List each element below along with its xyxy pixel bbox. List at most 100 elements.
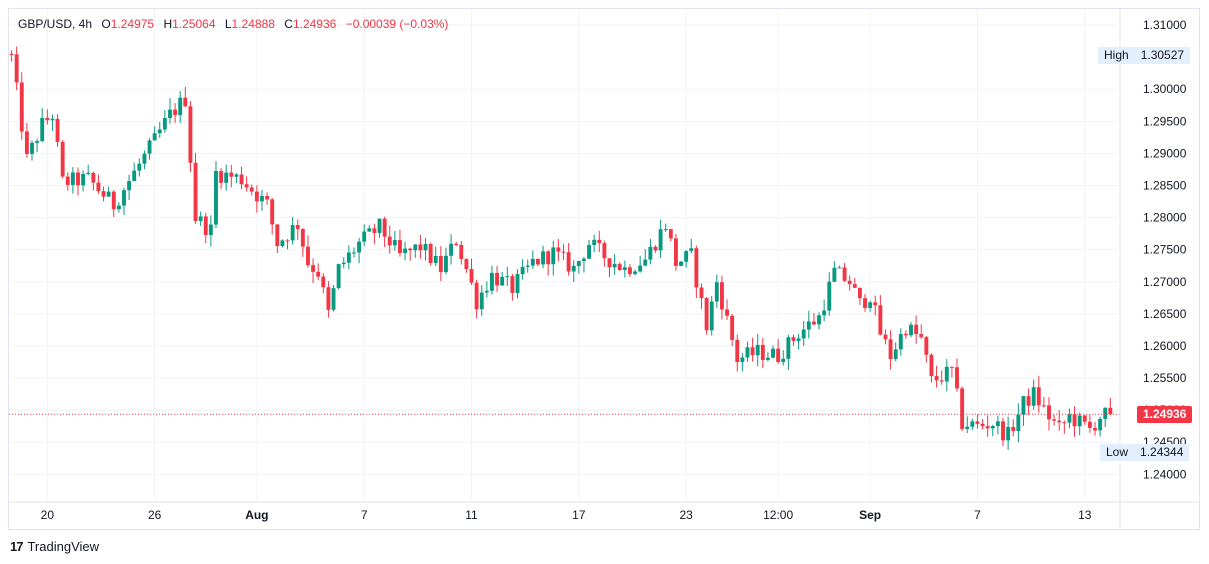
candle-body	[147, 140, 152, 154]
candle-body	[403, 248, 408, 254]
candle-body	[244, 184, 249, 188]
candle-body	[857, 287, 862, 299]
candle-body	[377, 218, 382, 233]
candle-body	[280, 240, 285, 247]
candle-body	[275, 224, 280, 247]
candle-body	[960, 388, 965, 429]
candle	[837, 265, 842, 269]
candle-body	[919, 334, 924, 338]
candle-body	[474, 282, 479, 310]
candle-body	[796, 338, 801, 341]
candle-body	[295, 225, 300, 230]
candle	[627, 264, 632, 278]
change-value: −0.00039 (−0.03%)	[345, 17, 449, 31]
y-tick-label: 1.25500	[1143, 371, 1187, 385]
candle	[505, 266, 510, 287]
candle	[929, 353, 934, 383]
candle	[352, 247, 356, 258]
candle	[162, 110, 167, 133]
candle	[382, 216, 387, 248]
candle	[45, 109, 50, 125]
candle	[745, 341, 750, 362]
candle-body	[91, 172, 96, 183]
candle	[122, 187, 126, 215]
candle-body	[612, 264, 617, 268]
candle	[254, 185, 259, 213]
candle	[903, 330, 908, 339]
candle-body	[944, 366, 949, 382]
candle-body	[183, 97, 188, 107]
candle-body	[178, 97, 183, 116]
candle	[827, 272, 832, 316]
symbol-label[interactable]: GBP/USD, 4h	[18, 17, 93, 31]
candle-body	[1103, 407, 1108, 420]
candle-body	[776, 348, 781, 363]
candle	[1016, 403, 1021, 443]
candle	[398, 229, 402, 257]
candle-body	[990, 426, 995, 429]
candle-body	[868, 302, 873, 308]
candle-body	[188, 106, 193, 163]
candle-body	[316, 271, 321, 277]
candle-body	[9, 53, 14, 55]
candle-body	[127, 181, 132, 191]
chart-frame[interactable]	[8, 8, 1200, 530]
candle	[55, 114, 60, 147]
candle-body	[817, 315, 821, 325]
candle-body	[428, 243, 433, 264]
time-axis[interactable]: 20 26 Aug 7 11 17 23 12:00 Sep 7 13	[41, 508, 1092, 522]
candle-body	[1067, 414, 1072, 423]
low-tag-value: 1.24344	[1140, 445, 1184, 460]
candle	[403, 241, 408, 261]
candle-body	[582, 258, 586, 262]
candle-body	[500, 276, 505, 286]
candle	[607, 257, 612, 278]
candle	[65, 172, 70, 191]
candle	[127, 174, 132, 200]
candle	[413, 244, 418, 258]
candle-body	[525, 265, 530, 267]
candle-body	[602, 243, 607, 259]
candle-body	[444, 255, 448, 273]
candle	[24, 122, 29, 158]
candle	[673, 233, 678, 271]
candle	[755, 333, 760, 367]
candle-body	[122, 190, 126, 206]
y-tick-label: 1.28000	[1143, 211, 1187, 225]
candle	[633, 269, 637, 276]
candle-body	[730, 315, 735, 340]
candle	[326, 281, 331, 318]
candle-body	[970, 421, 975, 427]
candle-body	[469, 269, 474, 283]
tradingview-branding[interactable]: 17 TradingView	[10, 539, 99, 554]
candle	[311, 258, 316, 284]
candle	[898, 328, 903, 356]
candle	[193, 152, 198, 224]
y-tick-label: 1.30000	[1143, 82, 1187, 96]
candle	[995, 415, 1000, 435]
candle-body	[658, 229, 663, 251]
candle-body	[852, 284, 857, 288]
candle-body	[714, 282, 719, 302]
candle-body	[311, 265, 316, 272]
candle-body	[643, 259, 648, 266]
candle-body	[14, 54, 19, 83]
candle-body	[771, 348, 775, 358]
candle	[704, 297, 709, 335]
candle-body	[515, 274, 520, 293]
candle-body	[398, 240, 402, 254]
candle-body	[254, 191, 259, 202]
candle-body	[740, 357, 745, 363]
candle-body	[45, 117, 50, 121]
candle	[719, 275, 724, 320]
candle	[791, 334, 796, 346]
candle-body	[1006, 427, 1011, 441]
candle-body	[592, 239, 597, 246]
candle	[244, 176, 249, 192]
candle	[1036, 376, 1041, 413]
candle-body	[873, 302, 878, 306]
candle	[444, 247, 448, 275]
candle-body	[249, 187, 254, 192]
candle-body	[86, 172, 91, 174]
